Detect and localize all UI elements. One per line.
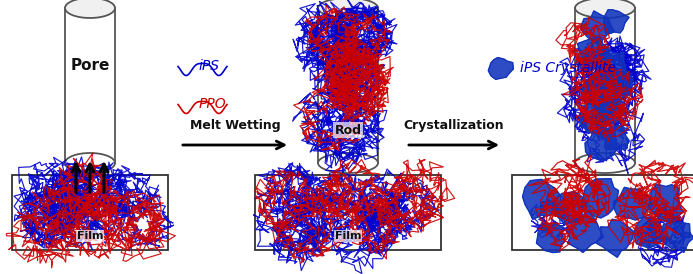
Polygon shape: [523, 179, 560, 219]
Ellipse shape: [575, 0, 635, 18]
Text: Pore: Pore: [70, 58, 109, 73]
Polygon shape: [599, 95, 626, 124]
Polygon shape: [599, 52, 627, 79]
Ellipse shape: [318, 0, 378, 18]
Ellipse shape: [65, 0, 115, 18]
Text: Crystallization: Crystallization: [404, 119, 505, 132]
Polygon shape: [661, 222, 693, 252]
Bar: [512, 175, 693, 250]
Text: Film: Film: [335, 231, 361, 241]
Polygon shape: [601, 125, 629, 150]
Polygon shape: [489, 58, 514, 79]
Ellipse shape: [318, 153, 378, 173]
Polygon shape: [581, 11, 614, 46]
Polygon shape: [575, 36, 610, 70]
Text: PPO: PPO: [199, 97, 227, 111]
Polygon shape: [552, 192, 586, 225]
Polygon shape: [581, 179, 618, 218]
Polygon shape: [567, 211, 604, 252]
Bar: [255, 175, 441, 250]
Text: iPS: iPS: [199, 59, 220, 73]
Polygon shape: [596, 219, 633, 257]
Polygon shape: [634, 217, 663, 248]
Text: iPS Crystallite: iPS Crystallite: [520, 61, 616, 75]
Bar: [12, 175, 168, 250]
Polygon shape: [536, 224, 565, 253]
Text: Melt Wetting: Melt Wetting: [190, 119, 280, 132]
Text: Film: Film: [77, 231, 103, 241]
Ellipse shape: [575, 153, 635, 173]
Text: Rod: Rod: [335, 124, 362, 136]
Polygon shape: [604, 10, 629, 33]
Ellipse shape: [65, 153, 115, 173]
Polygon shape: [613, 187, 652, 220]
Polygon shape: [648, 184, 683, 222]
Polygon shape: [602, 71, 633, 103]
Polygon shape: [581, 71, 620, 113]
Polygon shape: [580, 101, 609, 133]
Polygon shape: [585, 129, 617, 161]
